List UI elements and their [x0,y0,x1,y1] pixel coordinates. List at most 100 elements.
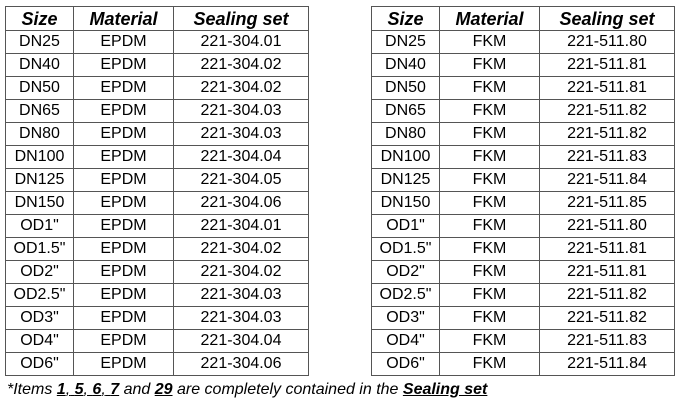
table-row: DN80 FKM 221-511.82 [371,122,675,146]
cell-sealing-set: 221-304.06 [173,352,309,376]
table-row: DN65 FKM 221-511.82 [371,99,675,123]
cell-size: OD1.5" [371,237,440,261]
table-row: OD3" EPDM 221-304.03 [5,306,309,330]
cell-sealing-set: 221-511.80 [539,30,675,54]
table-row: OD2" EPDM 221-304.02 [5,260,309,284]
cell-sealing-set: 221-511.81 [539,260,675,284]
cell-sealing-set: 221-511.83 [539,329,675,353]
cell-sealing-set: 221-511.84 [539,168,675,192]
table-row: DN125 FKM 221-511.84 [371,168,675,192]
epdm-table-body: DN25 EPDM 221-304.01 DN40 EPDM 221-304.02 DN50… [5,30,309,376]
cell-material: FKM [439,168,540,192]
cell-sealing-set: 221-304.03 [173,99,309,123]
cell-size: OD6" [371,352,440,376]
table-row: DN100 EPDM 221-304.04 [5,145,309,169]
table-row: OD1" EPDM 221-304.01 [5,214,309,238]
footnote-item-link: 5 [70,381,84,398]
table-row: DN150 FKM 221-511.85 [371,191,675,215]
cell-size: OD2.5" [5,283,74,307]
cell-sealing-set: 221-511.81 [539,237,675,261]
cell-size: OD1" [371,214,440,238]
table-row: DN25 FKM 221-511.80 [371,30,675,54]
cell-size: DN80 [371,122,440,146]
header-material: Material [73,6,174,31]
footnote: *Items 1, 5, 6, 7 and 29 are completely … [7,380,487,400]
table-row: OD3" FKM 221-511.82 [371,306,675,330]
footnote-item-link: 6 [88,381,101,398]
cell-sealing-set: 221-304.02 [173,237,309,261]
cell-sealing-set: 221-304.04 [173,145,309,169]
cell-size: DN50 [371,76,440,100]
cell-sealing-set: 221-304.04 [173,329,309,353]
cell-sealing-set: 221-511.85 [539,191,675,215]
table-row: DN25 EPDM 221-304.01 [5,30,309,54]
table-row: OD2.5" EPDM 221-304.03 [5,283,309,307]
cell-material: EPDM [73,260,174,284]
footnote-item-number: 5 [74,381,84,398]
cell-material: FKM [439,145,540,169]
cell-sealing-set: 221-511.82 [539,122,675,146]
footnote-item-number: 29 [154,381,173,398]
footnote-item-link: 29 [155,381,173,398]
cell-sealing-set: 221-304.01 [173,214,309,238]
cell-sealing-set: 221-511.81 [539,76,675,100]
cell-size: OD1" [5,214,74,238]
cell-sealing-set: 221-304.02 [173,53,309,77]
cell-size: OD2.5" [371,283,440,307]
cell-material: EPDM [73,329,174,353]
table-row: OD6" EPDM 221-304.06 [5,352,309,376]
cell-sealing-set: 221-511.82 [539,306,675,330]
cell-material: FKM [439,329,540,353]
cell-size: DN100 [5,145,74,169]
cell-size: DN40 [371,53,440,77]
cell-material: FKM [439,260,540,284]
header-size: Size [371,6,440,31]
header-material: Material [439,6,540,31]
cell-sealing-set: 221-304.03 [173,306,309,330]
cell-material: EPDM [73,30,174,54]
table-row: DN50 FKM 221-511.81 [371,76,675,100]
cell-material: FKM [439,352,540,376]
table-row: DN40 EPDM 221-304.02 [5,53,309,77]
cell-size: DN25 [371,30,440,54]
footnote-item-number: 7 [110,381,120,398]
cell-sealing-set: 221-511.82 [539,283,675,307]
cell-size: OD3" [5,306,74,330]
cell-size: DN25 [5,30,74,54]
cell-sealing-set: 221-304.02 [173,260,309,284]
table-row: DN65 EPDM 221-304.03 [5,99,309,123]
footnote-prefix: *Items [7,381,57,398]
cell-material: FKM [439,237,540,261]
cell-size: OD1.5" [5,237,74,261]
header-sealing-set: Sealing set [173,6,309,31]
cell-material: FKM [439,99,540,123]
cell-sealing-set: 221-304.03 [173,283,309,307]
cell-size: OD4" [5,329,74,353]
cell-sealing-set: 221-511.80 [539,214,675,238]
cell-material: EPDM [73,237,174,261]
cell-sealing-set: 221-304.06 [173,191,309,215]
cell-sealing-set: 221-511.82 [539,99,675,123]
cell-material: EPDM [73,214,174,238]
cell-size: DN150 [5,191,74,215]
cell-material: EPDM [73,191,174,215]
cell-material: FKM [439,30,540,54]
cell-material: EPDM [73,145,174,169]
cell-material: EPDM [73,53,174,77]
cell-size: DN125 [5,168,74,192]
footnote-item-link: 7 [106,381,119,398]
table-row: OD1" FKM 221-511.80 [371,214,675,238]
cell-material: FKM [439,122,540,146]
table-row: OD2" FKM 221-511.81 [371,260,675,284]
table-row: DN125 EPDM 221-304.05 [5,168,309,192]
cell-size: OD3" [371,306,440,330]
table-row: DN150 EPDM 221-304.06 [5,191,309,215]
fkm-sealing-table: Size Material Sealing set DN25 FKM 221-511… [371,6,675,376]
footnote-separator: , [83,381,88,398]
header-size: Size [5,6,74,31]
footnote-item-number: 1 [56,381,66,398]
table-row: OD6" FKM 221-511.84 [371,352,675,376]
cell-size: DN125 [371,168,440,192]
cell-material: EPDM [73,352,174,376]
cell-sealing-set: 221-304.02 [173,76,309,100]
